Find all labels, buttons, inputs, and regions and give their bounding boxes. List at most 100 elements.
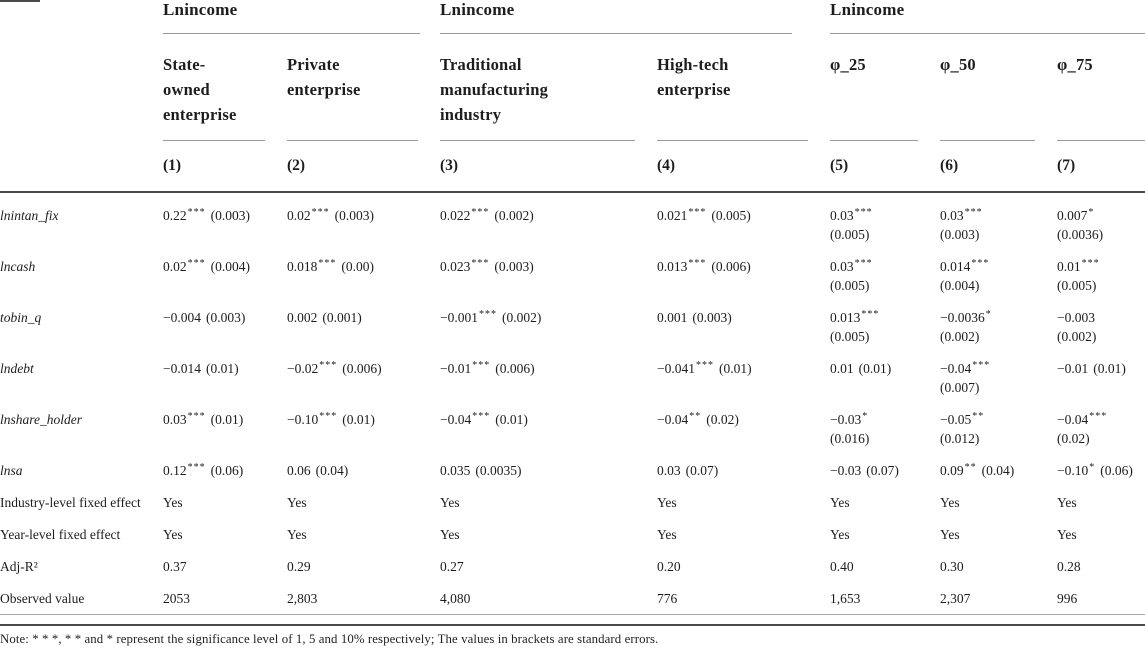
column-header-row: State-owned enterprise Private enterpris… [0, 34, 1145, 141]
data-cell: 0.03*** (0.005) [830, 193, 940, 250]
column-underline [163, 140, 265, 141]
coefficient-value: 0.12 [163, 463, 187, 478]
coefficient-value: 1,653 [830, 591, 861, 606]
note-divider [0, 624, 1145, 626]
coefficient-value: 0.023 [440, 259, 471, 274]
coefficient-value: −0.10 [1057, 463, 1089, 478]
significance-stars: *** [318, 258, 337, 269]
row-label: lnintan_fix [0, 208, 59, 223]
coefficient-value: −0.041 [657, 361, 696, 376]
column-number-row: (1) (2) (3) (4) (5) (6) (7) [0, 141, 1145, 193]
column-number-2: (2) [287, 141, 441, 193]
standard-error: (0.005) [1057, 278, 1097, 293]
data-cell: 0.06 (0.04) [287, 454, 440, 486]
data-cell: −0.02*** (0.006) [287, 352, 440, 403]
data-cell: Yes [830, 486, 940, 518]
data-cell: 0.001 (0.003) [657, 301, 830, 352]
standard-error: (0.002) [1057, 329, 1097, 344]
stub-cell [0, 0, 163, 34]
coefficient-value: 0.30 [940, 559, 964, 574]
standard-error: (0.00) [341, 259, 374, 274]
group-header-row: Lnincome Lnincome Lnincome [0, 0, 1145, 34]
coefficient-value: Yes [163, 495, 183, 510]
coefficient-value: 0.37 [163, 559, 187, 574]
data-cell: 0.01 (0.01) [830, 352, 940, 403]
coefficient-value: Yes [163, 527, 183, 542]
standard-error: (0.006) [495, 361, 535, 376]
standard-error: (0.003) [334, 208, 374, 223]
significance-stars: * [1088, 207, 1095, 218]
data-cell: Yes [940, 518, 1057, 550]
data-cell: Yes [440, 486, 657, 518]
standard-error: (0.002) [502, 310, 542, 325]
column-underline [440, 140, 636, 141]
data-cell: 0.03*** (0.005) [830, 250, 940, 301]
data-cell: 4,080 [440, 582, 657, 614]
standard-error: (0.003) [494, 259, 534, 274]
significance-stars: *** [311, 207, 330, 218]
coefficient-value: −0.03 [830, 463, 862, 478]
data-cell: 0.03 (0.07) [657, 454, 830, 486]
coefficient-value: 0.01 [830, 361, 854, 376]
data-cell: 2,803 [287, 582, 440, 614]
standard-error: (0.01) [858, 361, 892, 376]
significance-stars: *** [479, 309, 498, 320]
data-cell: −0.004 (0.003) [163, 301, 287, 352]
table-row: Observed value 2053 2,803 4,080 776 1,653 2,30… [0, 582, 1145, 614]
column-header-phi-50: φ_50 [940, 34, 1057, 141]
significance-stars: *** [696, 360, 715, 371]
data-cell: −0.014 (0.01) [163, 352, 287, 403]
coefficient-value: 0.02 [287, 208, 311, 223]
coefficient-value: 996 [1057, 591, 1078, 606]
row-label: lncash [0, 259, 36, 274]
data-cell: Yes [287, 486, 440, 518]
standard-error: (0.006) [711, 259, 751, 274]
significance-stars: *** [187, 258, 206, 269]
data-cell: Yes [1057, 518, 1145, 550]
column-underline [1057, 140, 1145, 141]
coefficient-value: Yes [940, 527, 960, 542]
group-underline [440, 33, 793, 34]
coefficient-value: 0.22 [163, 208, 187, 223]
coefficient-value: 0.02 [163, 259, 187, 274]
coefficient-value: 0.018 [287, 259, 318, 274]
standard-error: (0.02) [706, 412, 739, 427]
table-row: lnintan_fix 0.22*** (0.003) 0.02*** (0.003) 0… [0, 193, 1145, 250]
data-cell: 0.021*** (0.005) [657, 193, 830, 250]
significance-stars: * [985, 309, 992, 320]
coefficient-value: 0.035 [440, 463, 471, 478]
data-cell: 0.12*** (0.06) [163, 454, 287, 486]
column-label: φ_75 [1057, 55, 1093, 74]
coefficient-value: −0.03 [830, 412, 862, 427]
data-cell: −0.04*** (0.007) [940, 352, 1057, 403]
data-cell: 0.22*** (0.003) [163, 193, 287, 250]
group-header-1: Lnincome [163, 0, 440, 34]
row-label: Observed value [0, 591, 85, 606]
data-cell: 0.40 [830, 550, 940, 582]
data-cell: 0.20 [657, 550, 830, 582]
coefficient-value: Yes [1057, 495, 1077, 510]
row-label: lndebt [0, 361, 34, 376]
significance-stars: *** [972, 360, 991, 371]
table-header: Lnincome Lnincome Lnincome State-owned e… [0, 0, 1145, 193]
coefficient-value: −0.04 [940, 361, 972, 376]
data-cell: −0.003 (0.002) [1057, 301, 1145, 352]
group-underline [163, 33, 421, 34]
significance-stars: * [862, 411, 869, 422]
coefficient-value: −0.0036 [940, 310, 985, 325]
data-cell: 0.02*** (0.003) [287, 193, 440, 250]
column-header-phi-25: φ_25 [830, 34, 940, 141]
significance-stars: ** [972, 411, 985, 422]
data-cell: 0.002 (0.001) [287, 301, 440, 352]
group-underline [830, 33, 1145, 34]
coefficient-value: 0.09 [940, 463, 964, 478]
significance-stars: ** [964, 462, 977, 473]
column-number-6: (6) [940, 141, 1058, 193]
coefficient-value: 0.022 [440, 208, 471, 223]
standard-error: (0.002) [494, 208, 534, 223]
standard-error: (0.012) [940, 431, 980, 446]
data-cell: Yes [657, 518, 830, 550]
data-cell: 2053 [163, 582, 287, 614]
data-cell: 0.29 [287, 550, 440, 582]
coefficient-value: 0.03 [163, 412, 187, 427]
